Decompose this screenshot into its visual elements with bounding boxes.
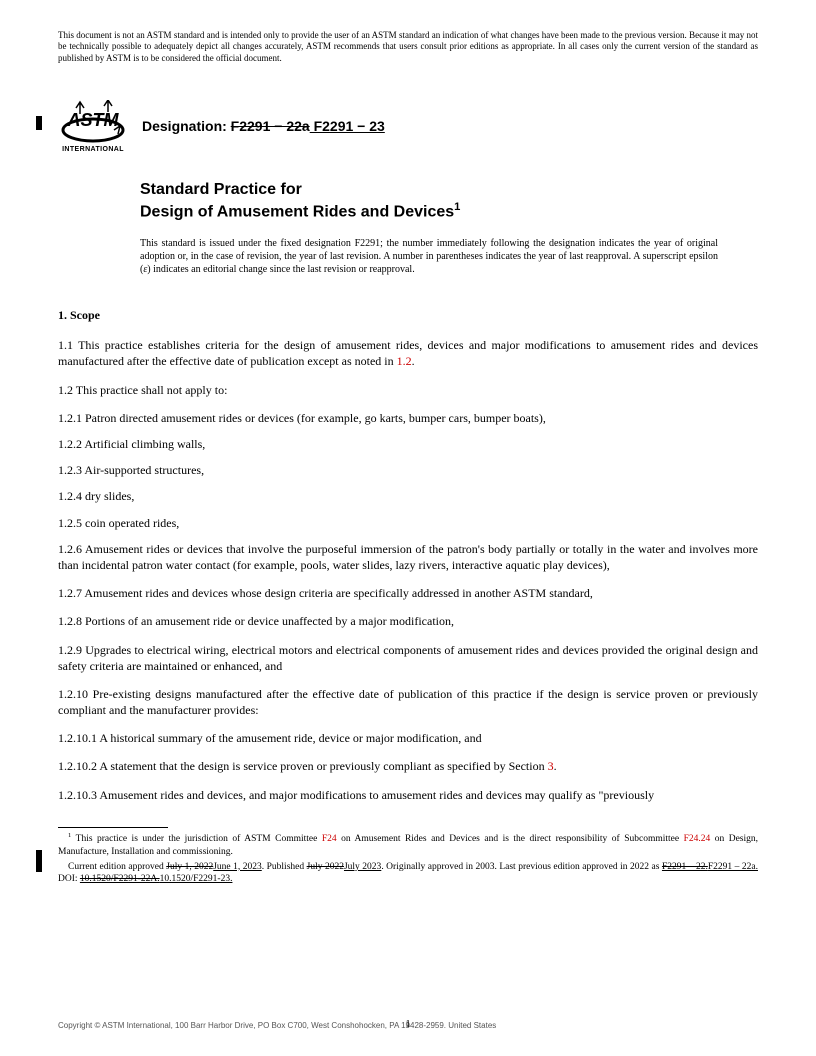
title-footnote-mark: 1 bbox=[454, 201, 460, 213]
footnote-2-a: Current edition approved bbox=[68, 862, 166, 872]
footnote-2-c: . Originally approved in 2003. Last prev… bbox=[381, 862, 662, 872]
issuance-note-part2: ) indicates an editorial change since th… bbox=[147, 264, 414, 275]
fn-new-doi: 10.1520/F2291-23. bbox=[160, 874, 233, 884]
designation-label: Designation: bbox=[142, 118, 231, 134]
para-1-2-4: 1.2.4 dry slides, bbox=[58, 488, 758, 504]
designation-header: ASTM INTERNATIONAL Designation: F2291 − … bbox=[58, 100, 758, 153]
footnotes: 1 This practice is under the jurisdictio… bbox=[58, 832, 758, 886]
change-bar-icon bbox=[36, 850, 42, 872]
page-number: 1 bbox=[0, 1018, 816, 1030]
para-1-2-6: 1.2.6 Amusement rides or devices that in… bbox=[58, 541, 758, 573]
designation-old: F2291 − 22a bbox=[231, 118, 310, 134]
title-block: Standard Practice for Design of Amusemen… bbox=[140, 179, 758, 224]
issuance-note: This standard is issued under the fixed … bbox=[140, 237, 718, 276]
fn-new-date: June 1, 2023 bbox=[213, 862, 262, 872]
footnote-1: 1 This practice is under the jurisdictio… bbox=[58, 832, 758, 859]
link-subcommittee-f24-24[interactable]: F24.24 bbox=[684, 834, 711, 844]
fn-old-edition: F2291 – 22. bbox=[662, 862, 708, 872]
footnote-2-b: . Published bbox=[262, 862, 307, 872]
para-1-1-tail: . bbox=[412, 354, 415, 368]
footnote-2-d: DOI: bbox=[58, 874, 80, 884]
astm-logo: ASTM INTERNATIONAL bbox=[58, 100, 128, 153]
title-line-2: Design of Amusement Rides and Devices1 bbox=[140, 200, 758, 223]
footnote-1-a: This practice is under the jurisdiction … bbox=[71, 834, 321, 844]
para-1-2-10-1: 1.2.10.1 A historical summary of the amu… bbox=[58, 730, 758, 746]
para-1-2-10-2-text: 1.2.10.2 A statement that the design is … bbox=[58, 759, 548, 773]
para-1-2-3: 1.2.3 Air-supported structures, bbox=[58, 462, 758, 478]
fn-new-edition: F2291 – 22a. bbox=[708, 862, 758, 872]
logo-international-label: INTERNATIONAL bbox=[58, 146, 128, 153]
footnote-rule bbox=[58, 827, 168, 828]
disclaimer-text: This document is not an ASTM standard an… bbox=[58, 30, 758, 64]
para-1-2-8: 1.2.8 Portions of an amusement ride or d… bbox=[58, 613, 758, 629]
para-1-2-5: 1.2.5 coin operated rides, bbox=[58, 515, 758, 531]
para-1-2-1: 1.2.1 Patron directed amusement rides or… bbox=[58, 410, 758, 426]
fn-new-pub: July 2023 bbox=[344, 862, 381, 872]
designation-line: Designation: F2291 − 22a F2291 − 23 bbox=[142, 118, 385, 134]
svg-text:ASTM: ASTM bbox=[67, 110, 120, 130]
para-1-2-9: 1.2.9 Upgrades to electrical wiring, ele… bbox=[58, 642, 758, 674]
section-1-heading: 1. Scope bbox=[58, 308, 758, 323]
para-1-2-10-3: 1.2.10.3 Amusement rides and devices, an… bbox=[58, 787, 758, 803]
para-1-1: 1.1 This practice establishes criteria f… bbox=[58, 337, 758, 369]
para-1-2-10-2-tail: . bbox=[554, 759, 557, 773]
title-line-1: Standard Practice for bbox=[140, 179, 758, 201]
para-1-2-7: 1.2.7 Amusement rides and devices whose … bbox=[58, 585, 758, 601]
para-1-2-2: 1.2.2 Artificial climbing walls, bbox=[58, 436, 758, 452]
link-1-2[interactable]: 1.2 bbox=[397, 354, 412, 368]
fn-old-date: July 1, 2022 bbox=[166, 862, 213, 872]
designation-new: F2291 − 23 bbox=[310, 118, 385, 134]
footnote-1-b: on Amusement Rides and Devices and is th… bbox=[337, 834, 684, 844]
para-1-2-10: 1.2.10 Pre-existing designs manufactured… bbox=[58, 686, 758, 718]
change-bar-icon bbox=[36, 116, 42, 130]
title-text: Design of Amusement Rides and Devices bbox=[140, 204, 454, 221]
fn-old-pub: July 2022 bbox=[307, 862, 344, 872]
link-committee-f24[interactable]: F24 bbox=[322, 834, 337, 844]
fn-old-doi: 10.1520/F2291-22A. bbox=[80, 874, 160, 884]
footnote-2: Current edition approved July 1, 2022Jun… bbox=[58, 861, 758, 887]
para-1-2: 1.2 This practice shall not apply to: bbox=[58, 382, 758, 398]
para-1-2-10-2: 1.2.10.2 A statement that the design is … bbox=[58, 758, 758, 774]
